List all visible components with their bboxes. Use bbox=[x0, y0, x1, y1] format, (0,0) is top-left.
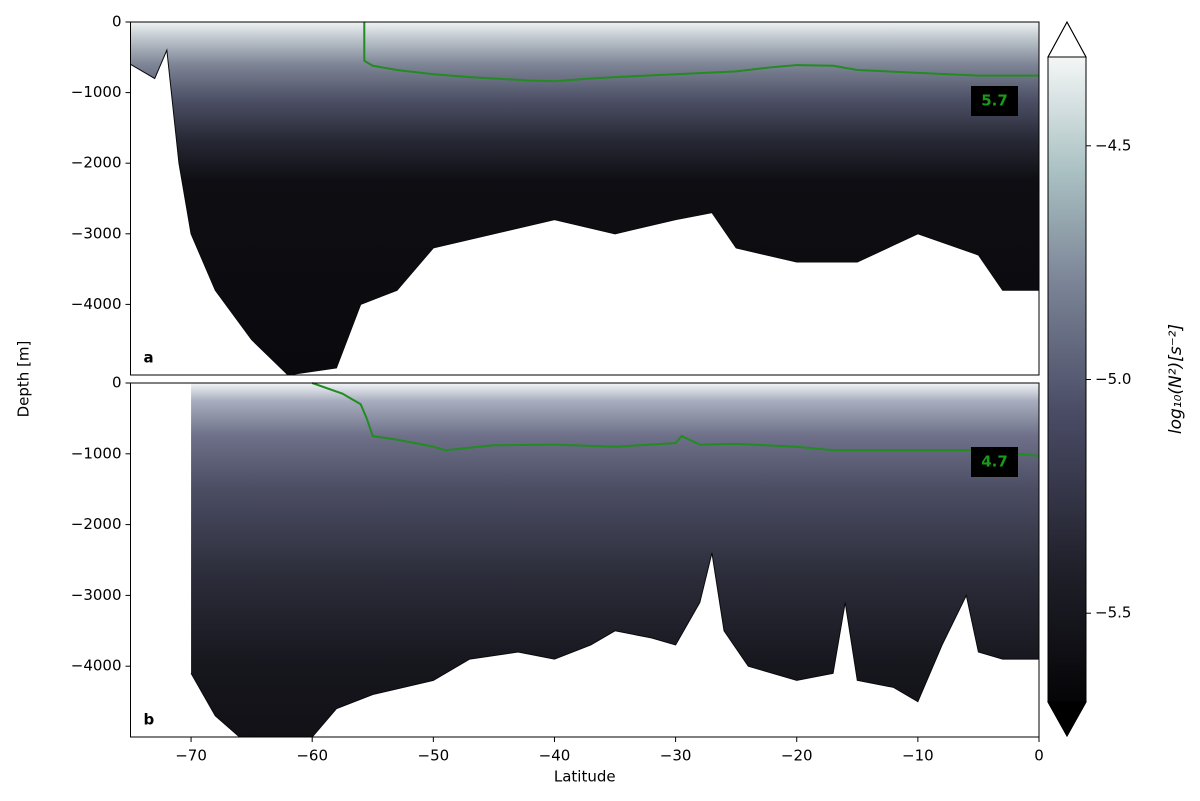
x-tick-label: −40 bbox=[539, 747, 571, 765]
x-tick-label: −30 bbox=[660, 747, 692, 765]
x-tick-label: −60 bbox=[296, 747, 328, 765]
annotation-box bbox=[971, 447, 1018, 477]
y-tick-label: −2000 bbox=[71, 154, 122, 172]
axes-frame bbox=[130, 21, 1040, 376]
y-tick-label: −4000 bbox=[71, 295, 122, 313]
seafloor bbox=[190, 552, 1039, 738]
x-tick-label: −70 bbox=[175, 747, 207, 765]
y-axis-label: Depth [m] bbox=[15, 341, 33, 418]
x-axis-label: Latitude bbox=[554, 768, 616, 786]
y-tick-label: −1000 bbox=[71, 444, 122, 462]
annotation: 5.7 bbox=[981, 92, 1008, 110]
mixed-layer-line bbox=[363, 22, 1039, 83]
colorbar-scale bbox=[1048, 57, 1086, 702]
x-tick-label: 0 bbox=[1034, 747, 1044, 765]
y-tick-label: −4000 bbox=[71, 657, 122, 675]
y-tick-label: −2000 bbox=[71, 515, 122, 533]
annotation-box bbox=[971, 86, 1018, 116]
colorbar-tick-label: −5.0 bbox=[1095, 370, 1131, 388]
colorbar-frame bbox=[1047, 20, 1087, 738]
mixed-layer-line bbox=[311, 382, 1040, 457]
panel-label: a bbox=[144, 349, 154, 367]
y-tick-label: −3000 bbox=[71, 224, 122, 242]
stratification-field bbox=[130, 22, 1039, 375]
stratification-field bbox=[191, 383, 1039, 737]
colorbar-tick-label: −5.5 bbox=[1095, 604, 1131, 622]
annotation: 4.7 bbox=[981, 453, 1008, 471]
y-tick-label: −1000 bbox=[71, 83, 122, 101]
y-tick-label: −3000 bbox=[71, 586, 122, 604]
y-tick-label: 0 bbox=[112, 374, 122, 392]
x-tick-label: −50 bbox=[418, 747, 450, 765]
y-tick-label: 0 bbox=[112, 13, 122, 31]
seafloor bbox=[130, 48, 1039, 376]
x-tick-label: −20 bbox=[781, 747, 813, 765]
colorbar-extend-high bbox=[1047, 20, 1087, 58]
axes-frame bbox=[130, 382, 1040, 738]
x-tick-label: −10 bbox=[902, 747, 934, 765]
panel-label: b bbox=[144, 711, 155, 729]
colorbar-label: log₁₀(N²)[s⁻²] bbox=[1166, 324, 1186, 434]
colorbar-extend-low bbox=[1047, 701, 1087, 738]
colorbar-tick-label: −4.5 bbox=[1095, 136, 1131, 154]
